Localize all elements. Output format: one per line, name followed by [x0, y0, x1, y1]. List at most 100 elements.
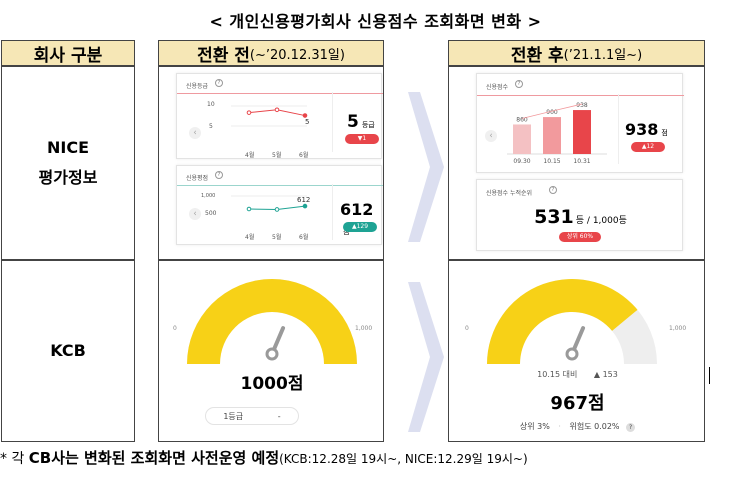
kcb-before-max: 1,000: [355, 325, 373, 332]
nice-score-chart: [231, 195, 308, 212]
kcb-before-grade: 1등급: [223, 411, 244, 421]
row-label-nice-line2: 평가정보: [38, 168, 98, 187]
divider-line: [332, 184, 333, 240]
nice-rank-number: 531: [534, 206, 574, 228]
footnote-main: 사는 변화된 조회화면 사전운영 예정: [51, 449, 280, 467]
header-after-label: 전환 후: [510, 45, 564, 66]
kcb-before-gauge-fill: [187, 278, 357, 364]
header-after: 전환 후 (’21.1.1일~): [448, 40, 705, 66]
divider-line: [618, 94, 619, 164]
nice-after-panel: 신용점수 ? ‹ 860 09.30 900 10.15 938 10.31 938 점 ▲…: [448, 66, 705, 260]
bar: [573, 110, 591, 154]
nice-score-point: [246, 206, 252, 212]
bar-category-label: 10.31: [573, 158, 590, 165]
nice-rank-label: 신용점수 누적순위: [486, 190, 533, 197]
kcb-after-top-pct: 상위 3%: [519, 422, 550, 431]
nice-grade-unit: 등급: [361, 121, 375, 129]
kcb-after-compare-label: 10.15 대비: [537, 370, 578, 379]
kcb-after-min: 0: [465, 325, 469, 332]
nice-grade-month-3: 6월: [299, 152, 309, 159]
trend-line: [521, 103, 583, 119]
kcb-before-grade-pill: 1등급 -: [205, 407, 299, 425]
kcb-after-max: 1,000: [669, 325, 687, 332]
kcb-after-risk: 위험도 0.02%: [569, 422, 620, 431]
nice-grade-month-2: 5월: [272, 152, 282, 159]
nice-score-month-1: 4월: [245, 234, 255, 241]
nice-score-unit: 점: [343, 228, 350, 236]
nice-grade-ytop: 10: [207, 101, 215, 108]
nice-score-point: [302, 203, 308, 209]
row-label-nice: NICE 평가정보: [1, 66, 135, 260]
help-icon[interactable]: ?: [515, 80, 523, 88]
kcb-after-compare: 10.15 대비 ▲ 153: [449, 369, 706, 380]
nice-score-card: 신용평점 ? 1,000 500 ‹ 612 4월 5월 6월 612 점 ▲12…: [176, 165, 383, 245]
bar-category-label: 09.30: [513, 158, 530, 165]
right-arrow-icon: [408, 282, 444, 432]
nice-grade-chart: [231, 105, 308, 127]
help-icon[interactable]: ?: [215, 79, 223, 87]
nice-grade-point: [246, 110, 252, 115]
kcb-before-min: 0: [173, 325, 177, 332]
nice-rank-card: 신용점수 누적순위 ? 531 등 / 1,000등 상위 60%: [476, 179, 683, 251]
divider-line: [177, 93, 383, 94]
nice-after-score-label: 신용점수: [486, 84, 509, 91]
header-before-label: 전환 전: [197, 45, 250, 66]
help-icon[interactable]: ?: [215, 171, 223, 179]
nice-rank-badge: 상위 60%: [559, 232, 601, 242]
chevron-left-icon[interactable]: ‹: [189, 127, 201, 139]
footnote-detail: (KCB:12.28일 19시~, NICE:12.29일 19시~): [279, 452, 528, 466]
bar: [513, 124, 531, 154]
nice-score-month-2: 5월: [272, 234, 282, 241]
nice-after-score-number: 938: [625, 120, 659, 139]
nice-rank-unit: 등 / 1,000등: [575, 216, 627, 226]
nice-score-point-label: 612: [297, 196, 311, 204]
header-before: 전환 전 (~’20.12.31일): [158, 40, 384, 66]
header-after-period: (’21.1.1일~): [563, 47, 643, 63]
nice-grade-ybottom: 5: [209, 123, 213, 130]
bar: [543, 117, 561, 154]
kcb-before-gauge: [187, 278, 357, 364]
row-label-kcb: KCB: [1, 260, 135, 442]
help-icon[interactable]: ?: [626, 423, 636, 432]
nice-score-ytop: 1,000: [201, 193, 216, 199]
kcb-after-score: 967점: [550, 393, 605, 414]
header-before-period: (~’20.12.31일): [249, 47, 345, 63]
kcb-after-gauge-needle-hub: [565, 347, 579, 361]
nice-grade-point: [302, 113, 308, 118]
nice-score-value: 612 점: [340, 200, 381, 238]
chevron-left-icon[interactable]: ‹: [189, 208, 201, 220]
help-icon[interactable]: ?: [549, 186, 557, 194]
nice-after-score-value: 938 점: [625, 120, 668, 139]
nice-after-score-unit: 점: [661, 129, 668, 137]
text-cursor: [709, 367, 710, 384]
nice-grade-number: 5: [347, 112, 359, 132]
nice-score-month-3: 6월: [299, 234, 309, 241]
kcb-before-grade-dash: -: [277, 411, 281, 421]
nice-score-ymid: 500: [205, 210, 217, 217]
footnote-prefix: * 각: [0, 451, 29, 467]
footnote: * 각 CB사는 변화된 조회화면 사전운영 예정(KCB:12.28일 19시…: [0, 447, 528, 468]
kcb-after-compare-change: ▲ 153: [593, 370, 618, 379]
page-title: < 개인신용평가회사 신용점수 조회화면 변화 >: [209, 12, 542, 31]
nice-after-change-badge: ▲12: [631, 142, 665, 152]
row-label-kcb-text: KCB: [50, 341, 86, 360]
nice-before-panel: 신용등급 ? 10 5 ‹ 5 4월 5월 6월 5 등급 ▼1 신용평점 ? 1…: [158, 66, 384, 260]
kcb-after-panel: 0 1,000 10.15 대비 ▲ 153 967점 상위 3% · 위험도 …: [448, 260, 705, 442]
nice-score-number: 612: [340, 200, 374, 219]
bar-value-label: 860: [516, 116, 528, 123]
separator-dot: ·: [558, 422, 561, 431]
bar-value-label: 938: [576, 102, 588, 109]
footnote-bold: CB: [28, 449, 52, 467]
bar-value-label: 900: [546, 109, 558, 116]
nice-after-score-card: 신용점수 ? ‹ 860 09.30 900 10.15 938 10.31 938 점 ▲…: [476, 73, 684, 173]
nice-grade-change-badge: ▼1: [345, 134, 379, 144]
nice-grade-point: [274, 107, 280, 113]
bar-category-label: 10.15: [543, 158, 560, 165]
divider-line: [332, 92, 333, 152]
chevron-left-icon[interactable]: ‹: [485, 130, 497, 142]
nice-grade-point-label: 5: [305, 118, 310, 126]
kcb-after-gauge: [487, 279, 657, 364]
nice-grade-value: 5 등급: [347, 112, 375, 132]
right-arrow-icon: [408, 92, 444, 242]
nice-grade-label: 신용등급: [186, 83, 209, 90]
